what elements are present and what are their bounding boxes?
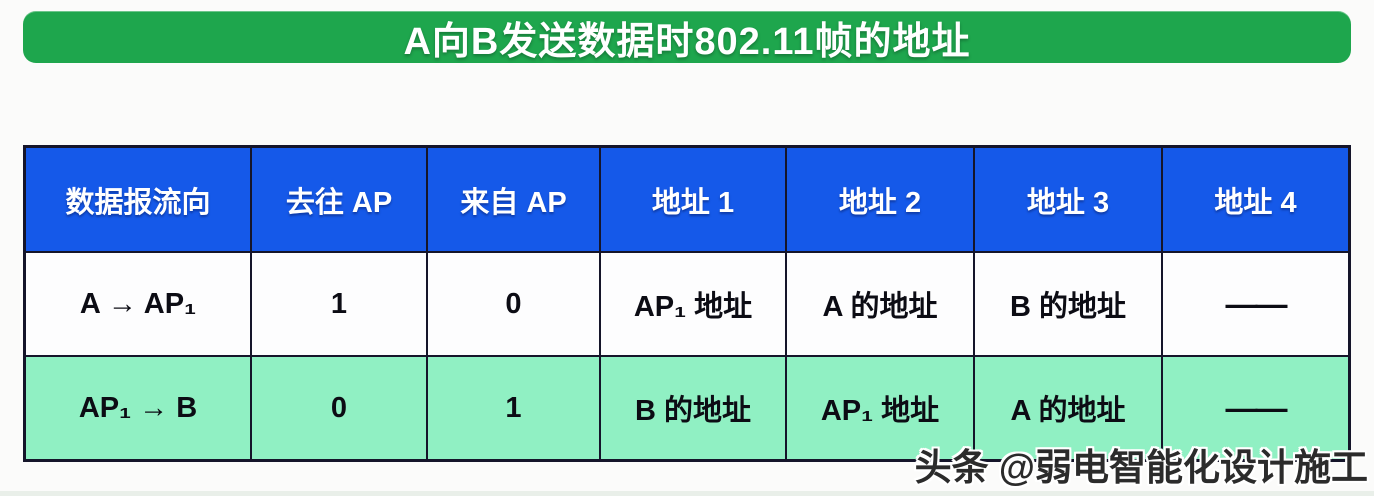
col-header-address-1: 地址 1 [601,148,785,251]
table-cell-from-ap: 0 [428,253,599,355]
col-header-address-3: 地址 3 [975,148,1161,251]
bottom-edge-strip [0,491,1374,496]
col-header-address-2: 地址 2 [787,148,973,251]
table-cell-address-4: —— [1163,253,1348,355]
col-header-flow: 数据报流向 [26,148,250,251]
table-cell-address-3: B 的地址 [975,253,1161,355]
table-cell-address-1: AP₁ 地址 [601,253,785,355]
table-cell-address-1: B 的地址 [601,357,785,459]
table-cell-address-3: A 的地址 [975,357,1161,459]
table-cell-from-ap: 1 [428,357,599,459]
table-cell-address-4: —— [1163,357,1348,459]
table-cell-to-ap: 0 [252,357,426,459]
table-cell-flow: AP₁ → B [26,357,250,459]
watermark: 头条 @弱电智能化设计施工 [914,447,1368,488]
col-header-address-4: 地址 4 [1163,148,1348,251]
col-header-from-ap: 来自 AP [428,148,599,251]
col-header-to-ap: 去往 AP [252,148,426,251]
table-cell-to-ap: 1 [252,253,426,355]
table-cell-address-2: A 的地址 [787,253,973,355]
table-cell-address-2: AP₁ 地址 [787,357,973,459]
address-table: 数据报流向 去往 AP 来自 AP 地址 1 地址 2 地址 3 地址 4 A … [23,145,1351,462]
page-title: A向B发送数据时802.11帧的地址 [403,20,971,63]
title-banner: A向B发送数据时802.11帧的地址 [23,11,1351,63]
table-cell-flow: A → AP₁ [26,253,250,355]
